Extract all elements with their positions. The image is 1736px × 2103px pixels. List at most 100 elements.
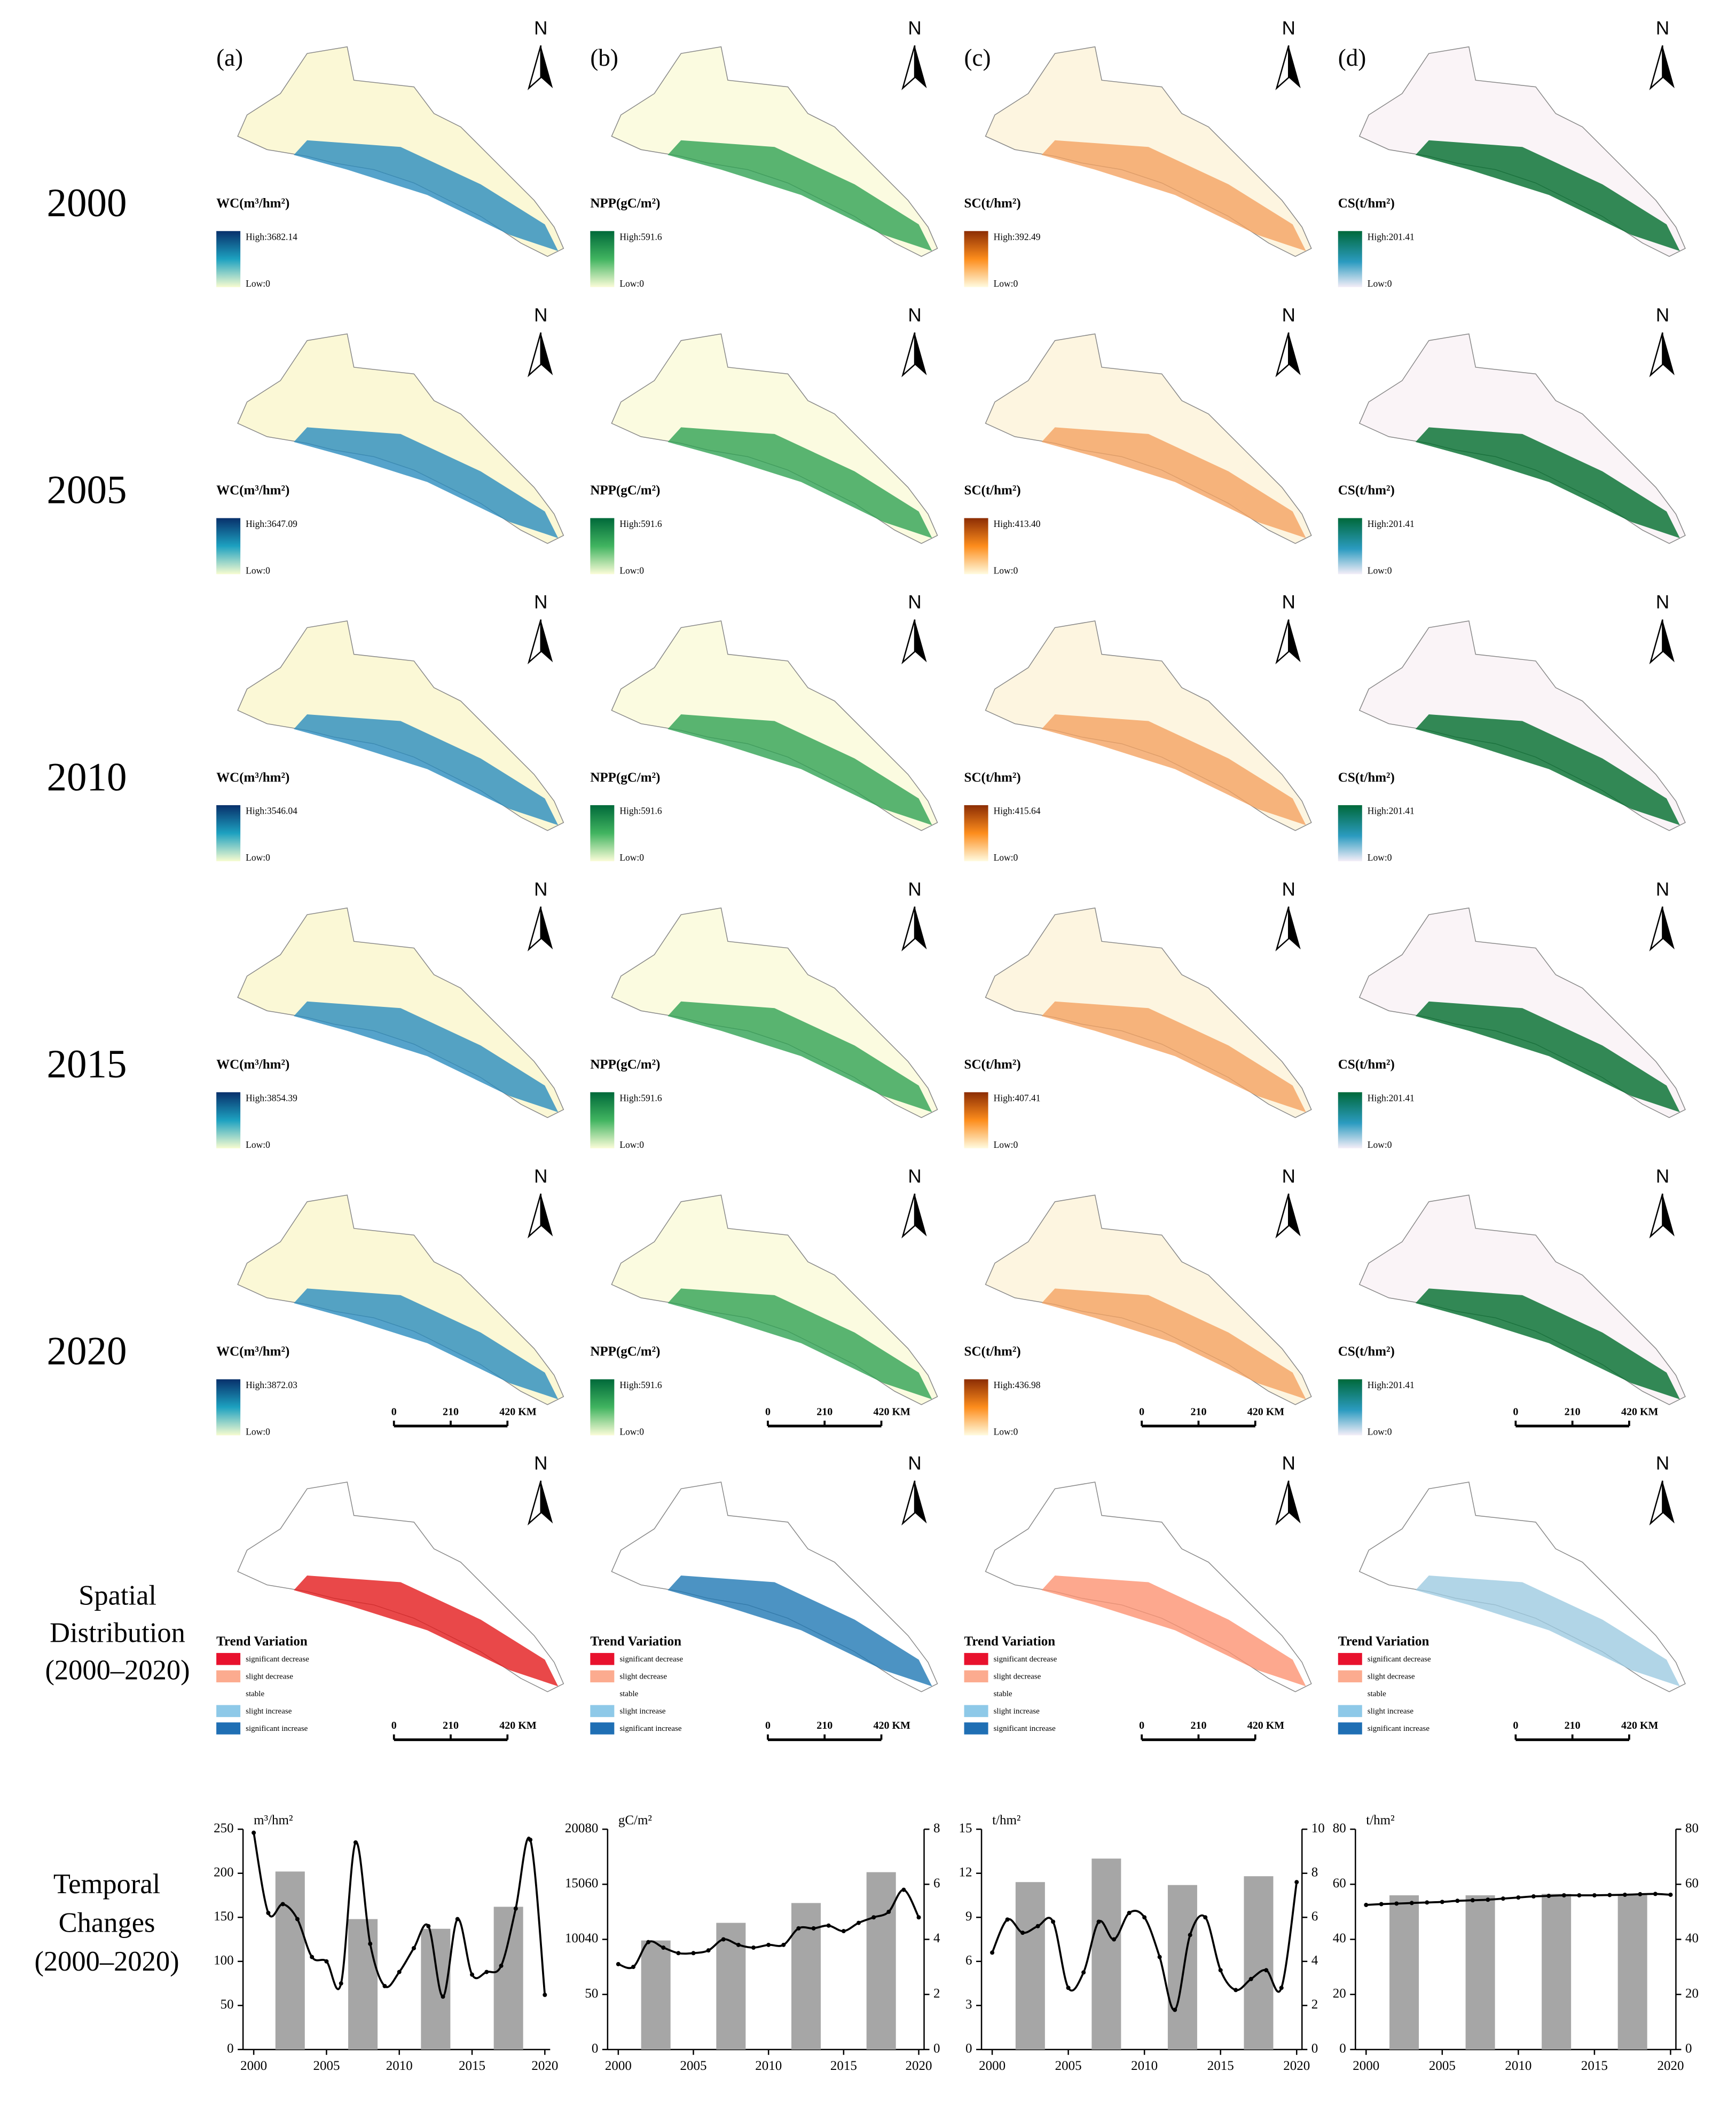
scale-unit: KM xyxy=(892,1720,911,1731)
line-point xyxy=(1470,1898,1475,1903)
y2-tick-label: 20 xyxy=(1685,1986,1699,2000)
scale-label: 420 xyxy=(499,1720,515,1731)
legend-title: CS(t/hm²) xyxy=(1338,770,1395,785)
legend-swatch xyxy=(1338,1688,1362,1700)
scale-unit: KM xyxy=(1640,1406,1659,1418)
x-tick-label: 2015 xyxy=(1207,2059,1234,2073)
legend-class: significant decrease xyxy=(619,1655,683,1664)
scale-label: 0 xyxy=(1139,1720,1144,1731)
legend-low: Low:0 xyxy=(994,852,1018,863)
legend-swatch xyxy=(590,1705,615,1718)
line-point xyxy=(484,1970,489,1974)
x-tick-label: 2010 xyxy=(755,2059,782,2073)
legend-class: slight decrease xyxy=(619,1673,667,1681)
legend-title: NPP(gC/m²) xyxy=(590,770,660,785)
line-point xyxy=(339,1981,343,1986)
legend-low: Low:0 xyxy=(246,1139,270,1150)
panel-label: (b) xyxy=(590,44,618,71)
y-tick-label: 15 xyxy=(959,1821,972,1836)
bar xyxy=(493,1907,523,2050)
legend-high: High:591.6 xyxy=(619,231,662,242)
legend-title: SC(t/hm²) xyxy=(964,483,1021,498)
y2-tick-label: 0 xyxy=(1311,2042,1318,2056)
row-label: 2015 xyxy=(47,1042,127,1086)
legend-gradient xyxy=(590,1092,615,1148)
map-pattern xyxy=(1041,427,1306,538)
section-label: (2000–2020) xyxy=(45,1655,190,1686)
y2-tick-label: 8 xyxy=(1311,1865,1318,1879)
north-arrow xyxy=(540,332,553,375)
y2-tick-label: 0 xyxy=(1685,2042,1692,2056)
legend-gradient xyxy=(216,231,241,287)
north-label: N xyxy=(534,305,547,326)
line-point xyxy=(1531,1894,1536,1899)
legend-high: High:591.6 xyxy=(619,1092,662,1103)
bar xyxy=(1389,1895,1419,2050)
north-arrow xyxy=(540,619,553,663)
north-arrow xyxy=(1275,619,1290,665)
north-arrow xyxy=(915,45,927,89)
legend-class: significant increase xyxy=(619,1724,682,1733)
legend-swatch xyxy=(964,1653,988,1665)
x-tick-label: 2000 xyxy=(1353,2059,1379,2073)
legend-swatch xyxy=(1338,1670,1362,1683)
section-label: Spatial xyxy=(78,1580,156,1611)
line-point xyxy=(631,1965,635,1970)
north-arrow xyxy=(901,45,916,90)
line-point xyxy=(766,1942,771,1947)
map-pattern xyxy=(667,714,932,825)
legend-class: slight increase xyxy=(246,1707,292,1716)
legend-high: High:201.41 xyxy=(1368,1380,1415,1390)
legend-swatch xyxy=(964,1722,988,1735)
line-point xyxy=(353,1840,358,1845)
north-label: N xyxy=(1282,305,1295,326)
legend-title: SC(t/hm²) xyxy=(964,770,1021,785)
legend-swatch xyxy=(1338,1722,1362,1735)
north-label: N xyxy=(1282,18,1295,38)
line-point xyxy=(1668,1892,1673,1897)
legend-gradient xyxy=(1338,805,1362,862)
line-point xyxy=(280,1902,285,1907)
legend-class: significant increase xyxy=(994,1724,1056,1733)
north-arrow xyxy=(527,619,542,665)
line-point xyxy=(1379,1902,1384,1907)
y2-tick-label: 10 xyxy=(1311,1821,1325,1836)
map-pattern xyxy=(1041,1576,1306,1687)
legend-gradient xyxy=(216,1092,241,1148)
map-pattern xyxy=(294,427,559,538)
legend-low: Low:0 xyxy=(619,1139,644,1150)
y-tick-label: 50 xyxy=(585,1986,598,2000)
legend-low: Low:0 xyxy=(1368,565,1392,576)
line-point xyxy=(368,1941,373,1946)
scale-label: 0 xyxy=(391,1720,397,1731)
line-point xyxy=(781,1942,786,1947)
line-point xyxy=(252,1830,256,1835)
line-point xyxy=(441,1994,445,1999)
y-tick-label: 0 xyxy=(592,2042,599,2056)
legend-low: Low:0 xyxy=(619,852,644,863)
legend-gradient xyxy=(216,805,241,862)
legend-class: slight decrease xyxy=(246,1673,293,1681)
legend-class: slight decrease xyxy=(1368,1673,1415,1681)
line-point xyxy=(826,1923,831,1928)
north-arrow xyxy=(915,619,927,663)
north-arrow xyxy=(1275,332,1290,377)
line-point xyxy=(528,1838,533,1842)
legend-title: WC(m³/hm²) xyxy=(216,1057,289,1072)
scale-unit: KM xyxy=(892,1406,911,1418)
line-point xyxy=(706,1948,711,1953)
map-pattern xyxy=(1041,1001,1306,1113)
north-arrow xyxy=(915,1480,927,1524)
legend-high: High:591.6 xyxy=(619,806,662,816)
x-tick-label: 2020 xyxy=(906,2059,932,2073)
line-point xyxy=(1112,1937,1117,1942)
north-arrow xyxy=(915,907,927,950)
y-tick-label: 3 xyxy=(965,1997,972,2012)
legend-gradient xyxy=(964,518,988,574)
legend-swatch xyxy=(1338,1653,1362,1665)
north-arrow xyxy=(1289,907,1301,950)
y-tick-label: 20080 xyxy=(565,1821,599,1836)
legend-title: WC(m³/hm²) xyxy=(216,196,289,210)
y-tick-label: 0 xyxy=(227,2042,234,2056)
